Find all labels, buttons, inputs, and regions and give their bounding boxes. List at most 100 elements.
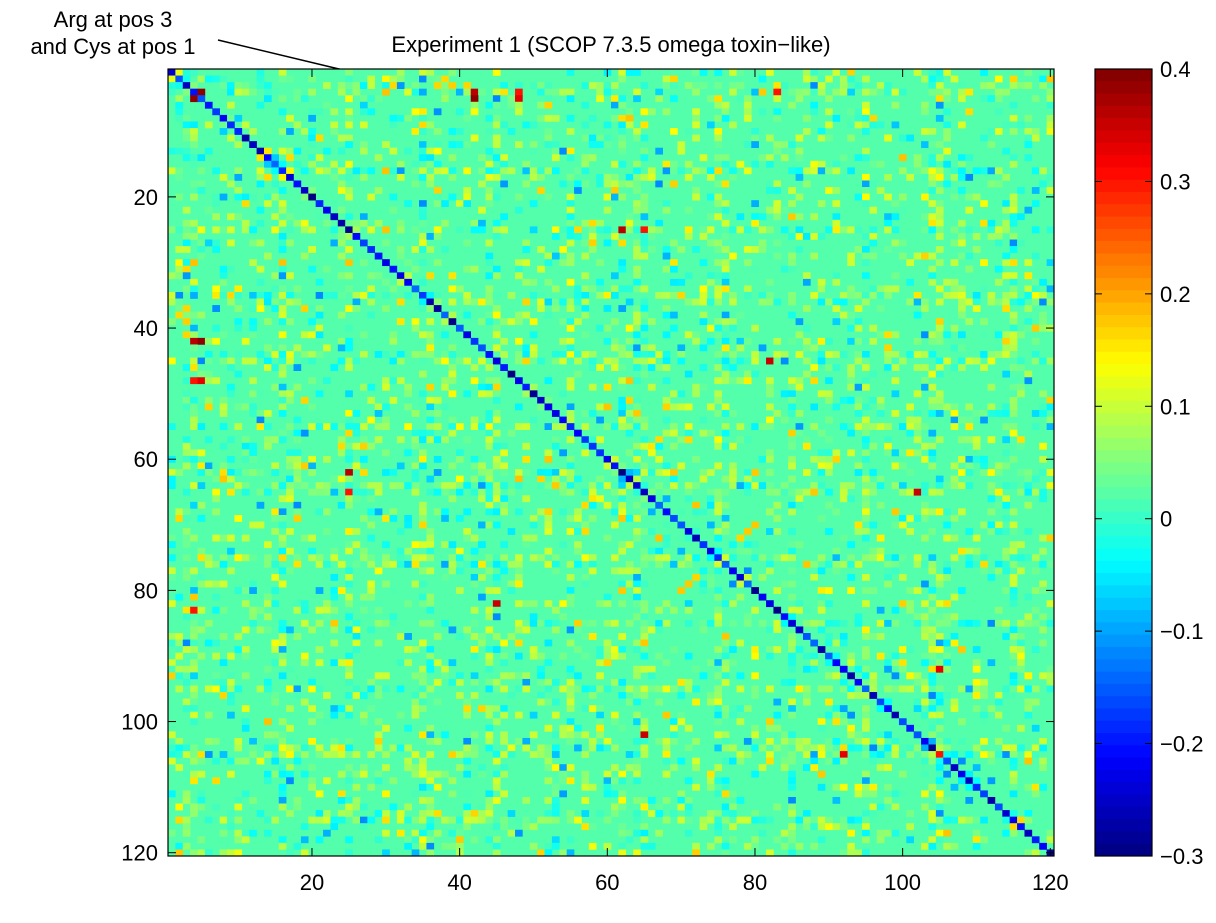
heatmap-cell [780,154,789,162]
heatmap-cell [950,239,959,247]
heatmap-cell [1039,560,1047,568]
heatmap-cell [958,95,966,103]
heatmap-cell [212,488,220,496]
heatmap-cell [891,751,900,758]
heatmap-cell [647,495,656,503]
heatmap-cell [640,285,649,293]
heatmap-cell [448,377,457,385]
heatmap-cell [455,141,464,148]
heatmap-cell [374,731,383,739]
heatmap-cell [559,764,567,772]
heatmap-cell [219,410,228,417]
heatmap-cell [684,810,693,817]
heatmap-cell [655,619,663,627]
heatmap-cell [551,226,560,234]
heatmap-cell [182,462,191,470]
heatmap-cell [839,823,848,831]
heatmap-cell [862,514,870,522]
heatmap-cell [884,344,892,352]
heatmap-cell [721,810,730,817]
heatmap-cell [263,147,272,155]
heatmap-cell [219,560,228,568]
heatmap-cell [278,232,287,240]
heatmap-cell [633,206,641,214]
heatmap-cell [271,731,280,739]
heatmap-cell [256,82,265,89]
heatmap-cell [1039,390,1047,398]
heatmap-cell [374,600,383,608]
heatmap-cell [699,416,708,424]
heatmap-cell [315,291,324,299]
heatmap-cell [928,173,937,181]
heatmap-cell [278,436,287,444]
heatmap-cell [286,75,294,83]
heatmap-cell [980,134,988,142]
heatmap-cell [293,803,302,811]
heatmap-cell [839,69,848,76]
heatmap-cell [581,488,590,496]
heatmap-cell [234,757,243,765]
heatmap-cell [271,219,280,227]
heatmap-cell [869,285,878,293]
heatmap-cell [751,744,759,752]
heatmap-cell [862,436,870,444]
heatmap-cell [574,508,582,516]
heatmap-cell [197,180,206,188]
heatmap-cell [1046,619,1055,627]
heatmap-cell [788,501,796,509]
heatmap-cell [588,285,597,293]
heatmap-cell [640,724,649,732]
heatmap-cell [640,836,649,844]
heatmap-cell [972,193,981,201]
heatmap-cell [965,770,974,778]
heatmap-cell [943,600,951,608]
heatmap-cell [795,429,804,437]
heatmap-cell [721,731,730,739]
heatmap-cell [958,344,966,352]
heatmap-cell [463,141,472,148]
heatmap-cell [263,593,272,601]
heatmap-cell [566,469,575,476]
heatmap-cell [706,783,715,791]
heatmap-cell [515,829,523,837]
heatmap-cell [670,423,678,431]
heatmap-cell [1009,193,1018,201]
heatmap-cell [396,167,405,175]
heatmap-cell [374,744,383,752]
heatmap-cell [574,370,582,378]
heatmap-cell [374,836,383,844]
heatmap-cell [197,403,206,411]
heatmap-cell [854,291,863,299]
heatmap-cell [699,816,708,824]
heatmap-cell [337,423,346,431]
heatmap-cell [1031,252,1040,260]
heatmap-cell [788,252,796,260]
heatmap-cell [197,469,206,476]
heatmap-cell [802,469,811,476]
heatmap-cell [670,737,678,745]
heatmap-cell [559,88,567,96]
heatmap-cell [854,665,863,673]
heatmap-cell [618,580,627,588]
heatmap-cell [566,88,575,96]
heatmap-cell [426,75,435,83]
heatmap-cell [633,665,641,673]
heatmap-cell [625,469,634,476]
heatmap-cell [382,541,390,549]
heatmap-cell [766,278,774,286]
heatmap-cell [832,226,841,234]
heatmap-cell [670,82,678,89]
heatmap-cell [869,744,878,752]
heatmap-cell [419,692,427,699]
heatmap-cell [729,580,737,588]
heatmap-cell [766,482,774,490]
heatmap-cell [596,718,604,726]
heatmap-cell [234,803,243,811]
heatmap-cell [463,810,472,817]
heatmap-cell [817,567,826,575]
heatmap-cell [263,731,272,739]
heatmap-cell [500,213,508,221]
heatmap-cell [862,455,870,463]
heatmap-cell [197,357,206,365]
heatmap-cell [448,560,457,568]
